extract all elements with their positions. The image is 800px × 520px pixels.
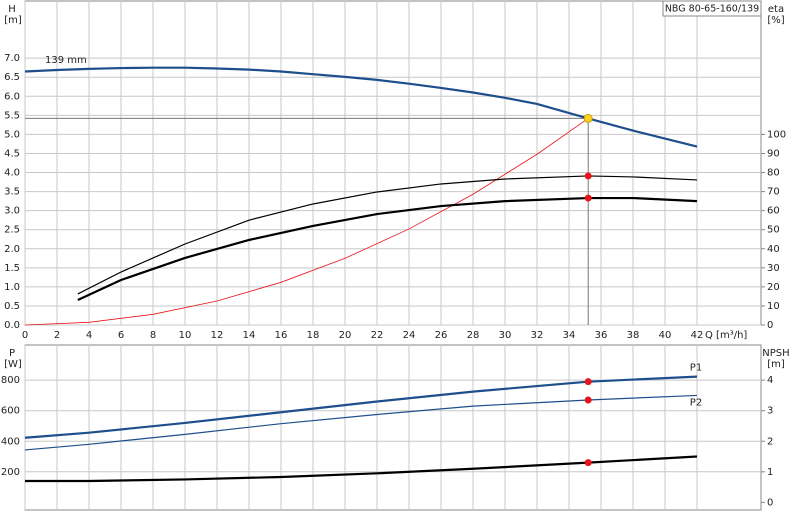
x-tick-label: 14 [243, 330, 256, 341]
y2-tick-label: 4 [767, 375, 773, 386]
y-tick-label: 5.5 [4, 110, 20, 121]
y2-tick-label: 70 [767, 187, 780, 198]
curve [77, 175, 698, 295]
y2-tick-label: 0 [767, 320, 773, 331]
y-tick-label: 6.0 [4, 91, 20, 102]
y-tick-label: 6.5 [4, 72, 20, 83]
x-tick-label: 28 [467, 330, 480, 341]
y-tick-label: 4.0 [4, 168, 20, 179]
x-tick-label: 40 [659, 330, 672, 341]
y2-tick-label: 100 [767, 129, 786, 140]
y-tick-label: 7.0 [4, 53, 20, 64]
y2-tick-label: 80 [767, 168, 780, 179]
x-tick-label: 0 [22, 330, 28, 341]
title-box [662, 0, 762, 17]
y-tick-label: 2.0 [4, 244, 20, 255]
x-tick-label: 38 [627, 330, 640, 341]
y2-tick-label: 2 [767, 436, 773, 447]
y-tick-label: 2.5 [4, 225, 20, 236]
series-label: P1 [690, 363, 702, 374]
y-axis-unit: [m] [4, 15, 22, 26]
y-tick-label: 3.5 [4, 187, 20, 198]
curve [24, 394, 698, 451]
y-tick-label: 5.0 [4, 129, 20, 140]
y-tick-label: 400 [1, 436, 20, 447]
x-tick-label: 6 [118, 330, 124, 341]
y2-axis-label: eta [768, 4, 784, 15]
x-tick-label: 18 [307, 330, 320, 341]
x-tick-label: 2 [54, 330, 60, 341]
point-marker [584, 459, 592, 467]
y2-tick-label: 40 [767, 244, 780, 255]
curve [24, 118, 589, 326]
x-tick-label: 36 [595, 330, 608, 341]
y-axis-label: H [8, 4, 16, 15]
y-tick-label: 0.5 [4, 301, 20, 312]
x-tick-label: 22 [371, 330, 384, 341]
y2-axis-unit: [m] [767, 359, 785, 370]
y-tick-label: 4.5 [4, 148, 20, 159]
x-tick-label: 12 [211, 330, 224, 341]
point-marker [584, 172, 592, 180]
curve [25, 455, 698, 483]
x-tick-label: 4 [86, 330, 92, 341]
y2-tick-label: 1 [767, 467, 773, 478]
y-tick-label: 1.0 [4, 282, 20, 293]
y2-tick-label: 50 [767, 225, 780, 236]
curve [77, 196, 698, 302]
y2-tick-label: 3 [767, 406, 773, 417]
point-marker [584, 396, 592, 404]
y2-tick-label: 20 [767, 282, 780, 293]
y-axis-unit: [W] [4, 359, 22, 370]
y2-tick-label: 0 [767, 497, 773, 508]
chart-title: NBG 80-65-160/139 [665, 4, 759, 15]
y-axis-label: P [9, 348, 15, 359]
curve [24, 66, 698, 148]
y2-tick-label: 90 [767, 148, 780, 159]
y2-tick-label: 30 [767, 263, 780, 274]
x-tick-label: 42 [691, 330, 704, 341]
y2-tick-label: 60 [767, 206, 780, 217]
x-tick-label: 8 [150, 330, 156, 341]
y-tick-label: 1.5 [4, 263, 20, 274]
y2-tick-label: 10 [767, 301, 780, 312]
x-tick-label: 26 [435, 330, 448, 341]
point-marker [584, 378, 592, 386]
y-tick-label: 200 [1, 467, 20, 478]
x-tick-label: 24 [403, 330, 416, 341]
operating-point [583, 113, 593, 123]
y-tick-label: 0.0 [4, 320, 20, 331]
y-tick-label: 600 [1, 406, 20, 417]
x-tick-label: 32 [531, 330, 544, 341]
x-tick-label: 30 [499, 330, 512, 341]
point-marker [584, 194, 592, 202]
y2-axis-label: NPSH [762, 348, 789, 359]
x-tick-label: 20 [339, 330, 352, 341]
x-axis-label: Q [m³/h] [705, 330, 747, 341]
y2-axis-unit: [%] [767, 15, 784, 26]
x-tick-label: 34 [563, 330, 576, 341]
series-label: P2 [690, 397, 702, 408]
curve [24, 375, 698, 439]
x-tick-label: 10 [179, 330, 192, 341]
y-tick-label: 3.0 [4, 206, 20, 217]
y-tick-label: 800 [1, 375, 20, 386]
x-tick-label: 16 [275, 330, 288, 341]
curve-annotation: 139 mm [45, 55, 87, 66]
